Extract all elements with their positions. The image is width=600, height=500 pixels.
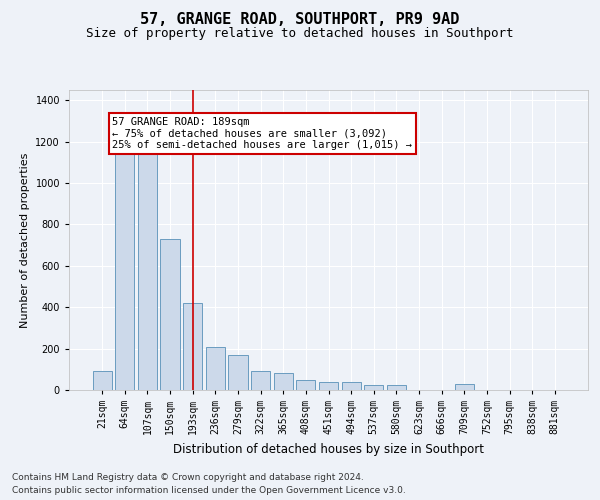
Bar [206,346,225,390]
Bar [274,374,293,390]
Text: Size of property relative to detached houses in Southport: Size of property relative to detached ho… [86,28,514,40]
Text: Contains public sector information licensed under the Open Government Licence v3: Contains public sector information licen… [12,486,406,495]
Bar [319,382,338,390]
Bar [92,372,112,390]
Bar [138,151,157,390]
Y-axis label: Number of detached properties: Number of detached properties [20,152,30,328]
Bar [251,372,270,390]
Bar [364,385,383,390]
Text: 57, GRANGE ROAD, SOUTHPORT, PR9 9AD: 57, GRANGE ROAD, SOUTHPORT, PR9 9AD [140,12,460,28]
Text: 57 GRANGE ROAD: 189sqm
← 75% of detached houses are smaller (3,092)
25% of semi-: 57 GRANGE ROAD: 189sqm ← 75% of detached… [112,117,412,150]
Bar [387,385,406,390]
Bar [115,150,134,390]
X-axis label: Distribution of detached houses by size in Southport: Distribution of detached houses by size … [173,442,484,456]
Bar [183,303,202,390]
Bar [455,384,474,390]
Text: Contains HM Land Registry data © Crown copyright and database right 2024.: Contains HM Land Registry data © Crown c… [12,474,364,482]
Bar [296,380,316,390]
Bar [341,382,361,390]
Bar [160,239,180,390]
Bar [229,355,248,390]
